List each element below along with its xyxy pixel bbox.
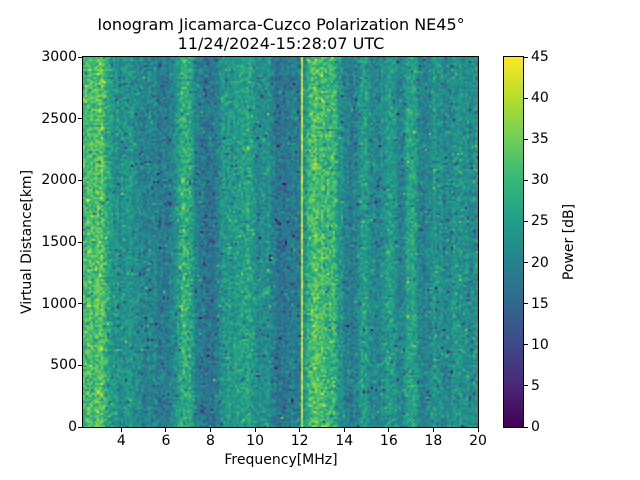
y-tick: [78, 426, 82, 428]
x-tick-label: 16: [379, 433, 398, 449]
y-tick-label: 3000: [41, 49, 77, 65]
figure-title: Ionogram Jicamarca-Cuzco Polarization NE…: [83, 15, 479, 53]
x-tick-label: 14: [335, 433, 354, 449]
x-tick-label: 6: [161, 433, 171, 449]
colorbar-tick: [524, 179, 528, 181]
colorbar-tick-label: 0: [531, 419, 540, 435]
x-axis-label: Frequency[MHz]: [224, 452, 338, 468]
y-tick-label: 1000: [41, 295, 77, 312]
colorbar-tick-label: 10: [531, 336, 549, 353]
x-tick-label: 20: [469, 433, 487, 449]
x-tick: [388, 428, 390, 432]
colorbar-tick-label: 30: [531, 172, 549, 189]
y-tick: [78, 179, 82, 181]
colorbar-tick: [524, 385, 528, 387]
y-tick: [78, 303, 82, 305]
colorbar-tick-label: 5: [531, 377, 540, 394]
x-tick-label: 12: [290, 433, 309, 449]
x-tick-label: 8: [206, 433, 215, 449]
y-tick: [78, 56, 82, 58]
colorbar-tick-label: 40: [531, 90, 549, 107]
y-tick-label: 500: [50, 357, 77, 374]
colorbar-tick-label: 45: [531, 49, 549, 65]
x-tick: [299, 428, 301, 432]
y-tick: [78, 118, 82, 120]
y-tick: [78, 364, 82, 366]
x-tick-label: 10: [246, 433, 264, 449]
colorbar-tick: [524, 138, 528, 140]
colorbar-tick: [524, 97, 528, 99]
y-tick-label: 0: [68, 419, 77, 435]
y-tick: [78, 241, 82, 243]
colorbar-tick-label: 25: [531, 213, 549, 230]
x-tick-label: 4: [116, 433, 126, 449]
x-tick: [432, 428, 434, 432]
colorbar-tick: [524, 220, 528, 222]
x-tick-label: 18: [424, 433, 443, 449]
x-tick: [477, 428, 479, 432]
colorbar-tick: [524, 426, 528, 428]
x-tick: [343, 428, 345, 432]
colorbar-label: Power [dB]: [561, 203, 577, 281]
colorbar-tick-label: 20: [531, 254, 549, 271]
colorbar-tick: [524, 303, 528, 305]
y-tick-label: 1500: [41, 234, 77, 250]
colorbar-tick: [524, 344, 528, 346]
colorbar-tick: [524, 262, 528, 264]
y-tick-label: 2500: [41, 110, 77, 127]
x-tick: [120, 428, 122, 432]
title-line-1: Ionogram Jicamarca-Cuzco Polarization NE…: [97, 15, 465, 34]
y-tick-label: 2000: [41, 172, 77, 189]
colorbar-tick: [524, 56, 528, 58]
title-line-2: 11/24/2024-15:28:07 UTC: [177, 34, 385, 53]
colorbar-tick-label: 15: [531, 295, 549, 312]
x-tick: [210, 428, 211, 432]
colorbar: [503, 56, 524, 428]
x-tick: [165, 428, 167, 432]
ionogram-heatmap: [82, 56, 479, 428]
x-tick: [254, 428, 256, 432]
colorbar-tick-label: 35: [531, 131, 549, 148]
